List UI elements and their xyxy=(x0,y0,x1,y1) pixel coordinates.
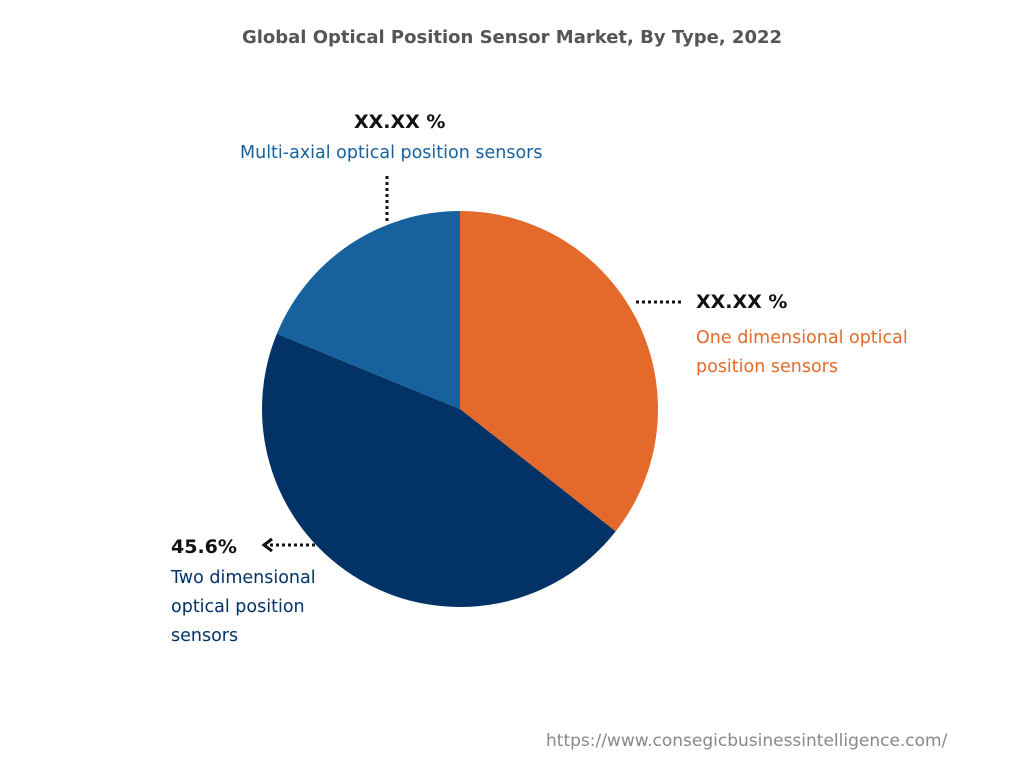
chart-title: Global Optical Position Sensor Market, B… xyxy=(241,27,783,48)
one-d-name-line: One dimensional optical xyxy=(696,328,908,348)
arrow-head-two-d xyxy=(261,537,273,553)
multi-name-label: Multi-axial optical position sensors xyxy=(240,143,543,163)
one-d-name-label: One dimensional optical position sensors xyxy=(696,324,908,382)
source-url: https://www.consegicbusinessintelligence… xyxy=(546,731,948,751)
pie-slice-multi-axial-optical-position-sensors xyxy=(276,211,460,409)
one-d-name-line: position sensors xyxy=(696,357,838,377)
multi-pct-label: XX.XX % xyxy=(354,111,446,133)
two-d-name-label: Two dimensional optical position sensors xyxy=(171,564,316,651)
two-d-name-line: Two dimensional xyxy=(171,568,316,588)
two-d-name-line: optical position xyxy=(171,597,305,617)
pie-slice-two-dimensional-optical-position-sensors xyxy=(261,333,616,607)
one-d-pct-label: XX.XX % xyxy=(696,291,788,313)
two-d-pct-label: 45.6% xyxy=(171,536,237,558)
two-d-name-line: sensors xyxy=(171,626,239,646)
pie-slice-one-dimensional-optical-position-sensors xyxy=(460,211,658,532)
